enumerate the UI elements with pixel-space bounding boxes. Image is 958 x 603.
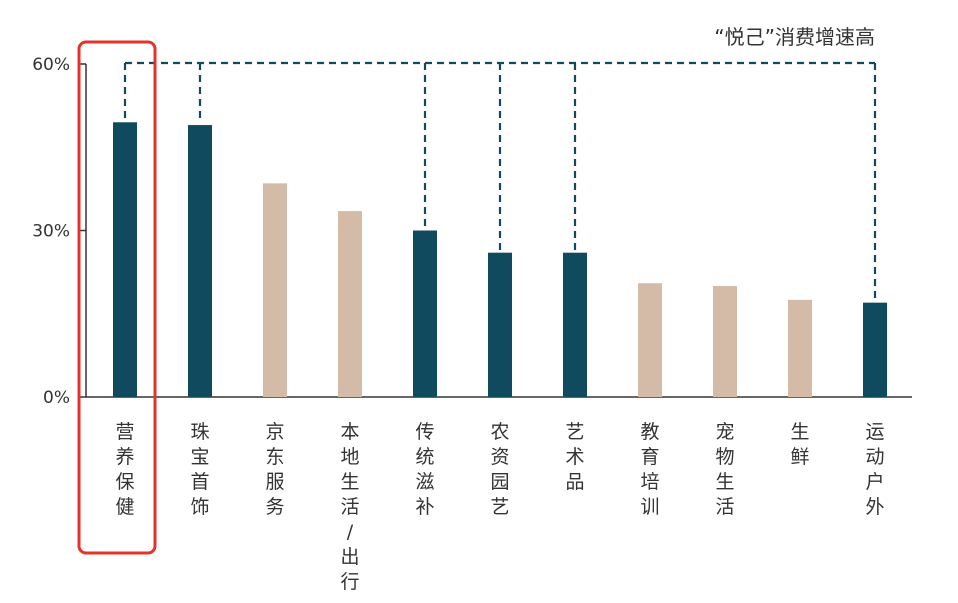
bar	[788, 299, 812, 397]
bars	[113, 122, 887, 398]
highlight-box	[77, 40, 157, 555]
bar	[488, 252, 512, 397]
bar	[188, 125, 212, 398]
category-label: 传统滋补	[415, 421, 434, 518]
category-label: 农资园艺	[490, 421, 509, 518]
bar	[263, 183, 287, 397]
category-label: 营养保健	[115, 421, 134, 518]
annotation-connectors	[123, 61, 877, 301]
bar	[863, 302, 887, 397]
bar	[713, 286, 737, 397]
category-label: 宠物生活	[715, 421, 734, 518]
y-ticks: 0% 30% 60%	[32, 55, 86, 408]
category-label: 生鲜	[790, 421, 809, 468]
y-tick-label: 60%	[32, 55, 70, 75]
bar	[563, 252, 587, 397]
bar	[113, 122, 137, 398]
category-label: 艺术品	[565, 421, 584, 493]
category-label: 本地生活/出行	[340, 421, 359, 593]
bar	[338, 211, 362, 397]
bar	[413, 230, 437, 397]
category-label: 教育培训	[640, 421, 659, 518]
bar	[638, 283, 662, 397]
y-tick-label: 30%	[32, 222, 70, 242]
y-tick-label: 0%	[43, 388, 70, 408]
category-label: 运动户外	[865, 421, 884, 518]
category-labels: 营养保健 珠宝首饰 京东服务 本地生活/出行 传统滋补 农资园艺 艺术品 教育培训 宠物生活 生鲜…	[115, 421, 884, 593]
category-label: 京东服务	[265, 421, 284, 518]
category-label: 珠宝首饰	[190, 421, 209, 518]
annotation-text: “悦己”消费增速高	[714, 25, 875, 49]
